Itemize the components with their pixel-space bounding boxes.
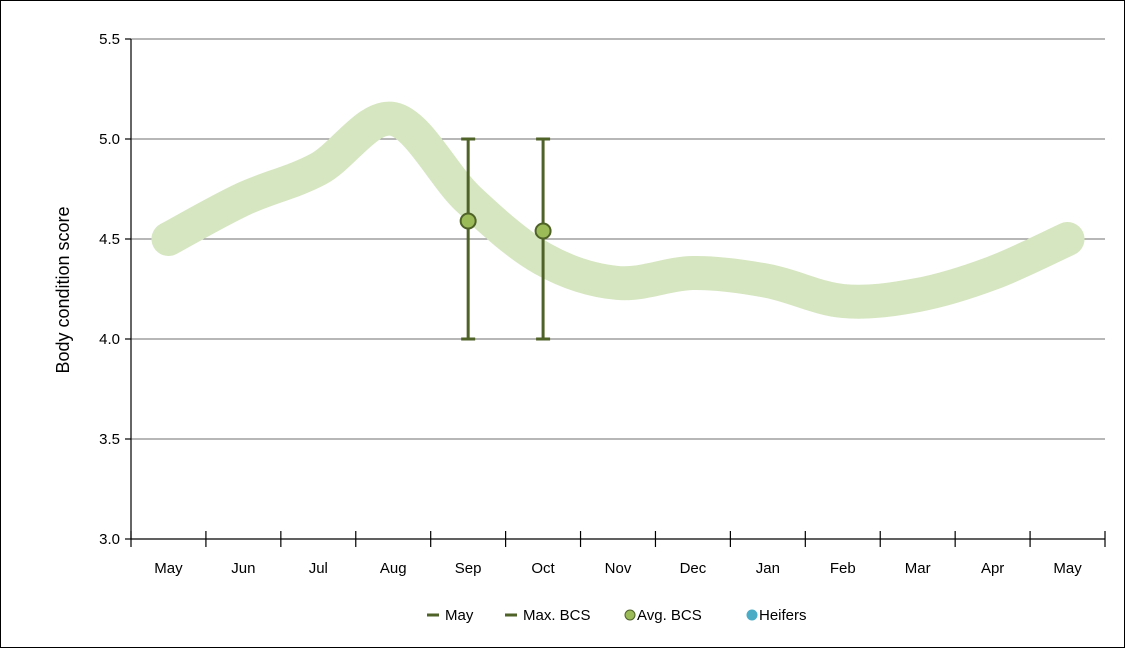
y-tick-labels: 3.0 3.5 4.0 4.5 5.0 5.5	[99, 31, 120, 548]
legend-label: Max. BCS	[523, 607, 591, 624]
error-bar	[461, 137, 476, 341]
y-tick-label: 4.0	[99, 331, 120, 348]
x-tick-label: Nov	[605, 560, 632, 577]
x-tick-label: Jul	[309, 560, 328, 577]
legend-label: Heifers	[759, 607, 807, 624]
x-tick-label: Feb	[830, 560, 856, 577]
avg-bcs-point	[459, 212, 477, 230]
x-tick-label: Sep	[455, 560, 482, 577]
y-tick-label: 4.5	[99, 231, 120, 248]
legend-swatch	[624, 609, 636, 621]
x-tick-label: May	[1053, 560, 1082, 577]
legend-item: Heifers	[746, 607, 807, 624]
y-axis-title: Body condition score	[53, 206, 73, 373]
legend-item: Avg. BCS	[624, 607, 702, 624]
x-tick-label: Jun	[231, 560, 255, 577]
x-tick-label: Jan	[756, 560, 780, 577]
axes	[125, 38, 1106, 547]
x-tick-label: Mar	[905, 560, 931, 577]
y-tick-label: 3.0	[99, 531, 120, 548]
x-tick-label: Dec	[680, 560, 707, 577]
gridlines	[131, 38, 1105, 440]
legend: May Max. BCS Avg. BCS Heifers	[427, 607, 807, 624]
y-tick-label: 5.0	[99, 131, 120, 148]
legend-item: Max. BCS	[505, 607, 591, 624]
legend-label: May	[445, 607, 474, 624]
avg-bcs-point	[534, 222, 552, 240]
x-tick-labels: May Jun Jul Aug Sep Oct Nov Dec Jan Feb Mar Apr May	[154, 560, 1082, 577]
y-tick-label: 5.5	[99, 31, 120, 48]
x-tick-label: Apr	[981, 560, 1004, 577]
legend-swatch	[746, 609, 758, 621]
x-tick-label: Oct	[531, 560, 555, 577]
target-band	[151, 101, 1085, 319]
x-tick-label: May	[154, 560, 183, 577]
x-tick-label: Aug	[380, 560, 407, 577]
target-band-path	[151, 101, 1085, 319]
legend-label: Avg. BCS	[637, 607, 702, 624]
avg-markers	[459, 212, 552, 240]
legend-item: May	[427, 607, 474, 624]
y-tick-label: 3.5	[99, 431, 120, 448]
